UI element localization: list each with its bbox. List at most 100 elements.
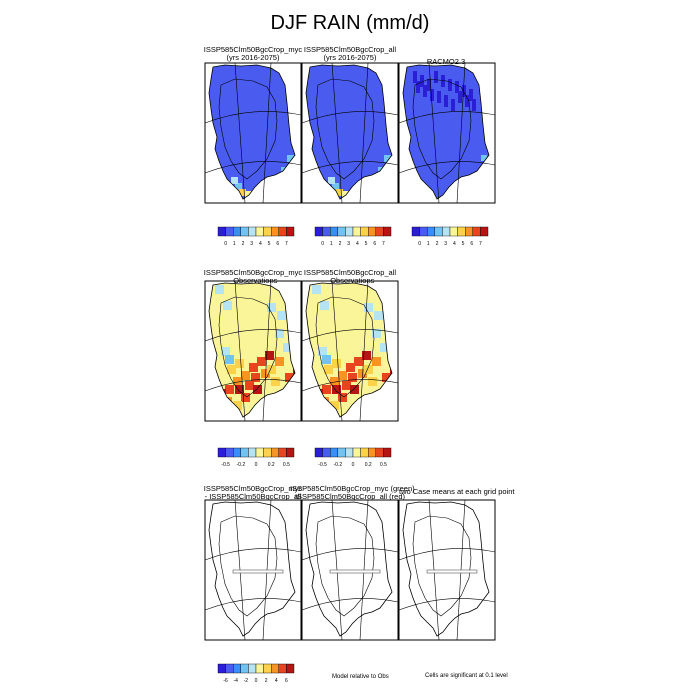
- map-panel-5: [301, 280, 399, 422]
- grid-cell: [287, 155, 294, 162]
- significance-bar-6: [232, 569, 284, 574]
- grid-cell: [384, 155, 391, 162]
- map-svg-7: [301, 499, 399, 641]
- panel-title-7-line-1: ISSP585Clm50BgcCrop_myc (green): [290, 484, 415, 493]
- colorbar-tick-label: 4: [356, 241, 359, 247]
- graticule-line: [234, 280, 246, 422]
- colorbar-tick-label: 4: [259, 241, 262, 247]
- panel-title-6-line-2: - ISSP585Clm50BgcCrop_all: [204, 492, 302, 501]
- grid-cell: [465, 95, 469, 107]
- grid-cell: [346, 363, 355, 372]
- grid-cell: [267, 365, 276, 374]
- colorbar-swatch: [286, 447, 295, 458]
- footnote-significance: Cells are significant at 0.1 level: [425, 673, 508, 679]
- grid-cell: [372, 357, 381, 366]
- grid-cell: [441, 75, 445, 87]
- colorbar-swatch: [314, 447, 323, 458]
- colorbar-tick-label: 6: [470, 241, 473, 247]
- colorbar-swatch: [330, 447, 339, 458]
- graticule-line: [301, 598, 399, 611]
- panel-title-8: two Case means at each grid point: [399, 488, 599, 496]
- colorbar-tick-label: -0.5: [318, 462, 327, 468]
- graticule-line: [398, 548, 496, 561]
- grid-cell: [283, 343, 292, 352]
- colorbar-swatch: [263, 447, 272, 458]
- colorbar-tick-label: 0.5: [283, 462, 290, 468]
- graticule-line: [331, 280, 343, 422]
- map-panel-8: [398, 499, 496, 641]
- colorbar-tick-label: 7: [479, 241, 482, 247]
- colorbar-tick-label: 2: [265, 678, 268, 684]
- grid-cell: [380, 343, 389, 352]
- colorbar-svg: -0.5 -0.2 0 0.2 0.5: [314, 447, 392, 468]
- grid-cell: [423, 85, 427, 97]
- colorbar-swatch: [278, 226, 287, 237]
- grid-cell: [233, 401, 242, 410]
- colorbar-tick-label: 0.2: [365, 462, 372, 468]
- map-frame-3: [398, 62, 496, 204]
- map-frame-6: [204, 499, 302, 641]
- colorbar-swatch: [271, 447, 280, 458]
- grid-cell: [416, 81, 420, 93]
- grid-cell: [390, 369, 392, 378]
- colorbar-tick-label: 2: [339, 241, 342, 247]
- colorbar-tick-label: 2: [242, 241, 245, 247]
- grid-cell: [275, 329, 284, 338]
- grid-cell: [293, 369, 295, 378]
- grid-cell: [364, 365, 373, 374]
- colorbar-tick-label: -0.5: [221, 462, 230, 468]
- grid-cell: [427, 79, 431, 91]
- map-svg-3: [398, 62, 496, 204]
- grid-cell: [348, 373, 357, 382]
- grid-cell: [378, 167, 385, 174]
- grid-cell: [481, 155, 487, 161]
- grid-cell: [275, 357, 284, 366]
- ice-contour-5: [315, 296, 375, 398]
- colorbar-tick-label: 5: [365, 241, 368, 247]
- colorbar-swatch: [442, 226, 451, 237]
- colorbar-swatch: [375, 226, 384, 237]
- grid-cell: [336, 189, 343, 196]
- colorbar-swatch: [278, 663, 287, 674]
- graticule-line: [204, 548, 302, 561]
- graticule-line: [398, 161, 496, 174]
- grid-cell: [434, 71, 438, 83]
- grid-cell: [342, 191, 349, 198]
- colorbar-swatch: [330, 226, 339, 237]
- grid-cell: [430, 89, 434, 101]
- grid-cell: [245, 381, 254, 390]
- panel-title-2-line-1: ISSP585Clm50BgcCrop_all: [303, 45, 397, 54]
- colorbar-tick-label: 0: [321, 241, 324, 247]
- map-fill-1: [209, 65, 295, 199]
- map-fill-2: [306, 65, 392, 199]
- grid-cell: [374, 311, 383, 320]
- grid-cell: [382, 373, 391, 382]
- map-frame-5: [301, 280, 399, 422]
- colorbar-swatch: [263, 226, 272, 237]
- grid-cell: [241, 393, 250, 402]
- colorbar-swatch: [449, 226, 458, 237]
- grid-cell: [462, 85, 466, 97]
- colorbar-tick-label: 7: [285, 241, 288, 247]
- colorbar-swatch: [217, 447, 226, 458]
- map-frame-7: [301, 499, 399, 641]
- graticule-line: [262, 62, 272, 204]
- colorbar-tick-label: 2: [436, 241, 439, 247]
- panel-title-6-line-1: ISSP585Clm50BgcCrop_myc: [203, 484, 303, 493]
- colorbar-swatch: [375, 447, 384, 458]
- graticule-line: [359, 280, 369, 422]
- colorbar-tick-label: 3: [347, 241, 350, 247]
- colorbar-tick-label: 0.5: [380, 462, 387, 468]
- colorbar-swatch: [472, 226, 481, 237]
- map-svg-1: [204, 62, 302, 204]
- colorbar-swatch: [360, 447, 369, 458]
- grid-cell: [322, 385, 331, 394]
- colorbar-swatch: [345, 226, 354, 237]
- grid-cell: [320, 301, 329, 310]
- colorbar-swatch: [368, 226, 377, 237]
- grid-cell: [332, 359, 341, 368]
- grid-cell: [332, 385, 341, 394]
- colorbar-swatch: [411, 226, 420, 237]
- colorbar-swatch: [255, 663, 264, 674]
